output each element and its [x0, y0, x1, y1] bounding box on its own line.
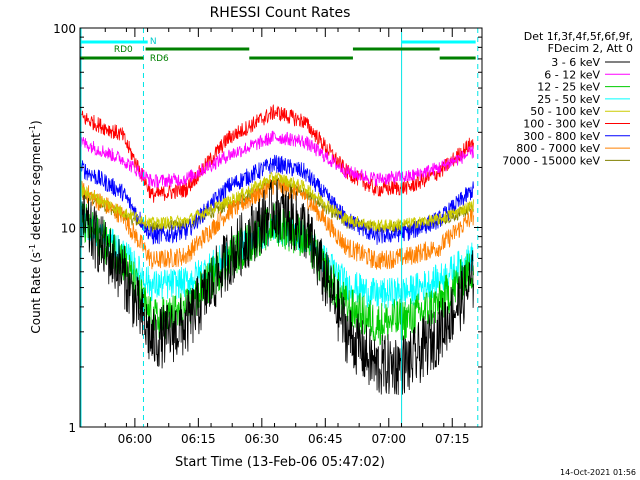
legend-label-12-25-kev: 12 - 25 keV: [537, 81, 600, 94]
legend-label-300-800-kev: 300 - 800 keV: [523, 130, 600, 143]
y-tick-label: 1: [68, 421, 76, 435]
legend-label-3-6-kev: 3 - 6 keV: [551, 56, 600, 69]
x-tick-label: 06:30: [245, 432, 280, 446]
x-axis-label: Start Time (13-Feb-06 05:47:02): [175, 455, 385, 470]
x-tick-label: 07:00: [371, 432, 406, 446]
y-tick-label: 100: [53, 22, 76, 36]
series-layer: [80, 104, 474, 395]
series-line-50-100-kev: [80, 171, 474, 232]
legend-label-25-50-kev: 25 - 50 keV: [537, 93, 600, 106]
x-tick-label: 06:45: [308, 432, 343, 446]
y-tick-label: 10: [61, 222, 76, 236]
annotation-label-n: N: [150, 37, 157, 47]
legend-label-7000-15000-kev: 7000 - 15000 keV: [502, 154, 600, 167]
x-tick-label: 06:15: [181, 432, 216, 446]
legend-label-100-300-kev: 100 - 300 keV: [523, 118, 600, 131]
legend-label-6-12-kev: 6 - 12 keV: [544, 68, 600, 81]
legend-label-50-100-kev: 50 - 100 keV: [530, 105, 600, 118]
generated-timestamp: 14-Oct-2021 01:56: [560, 468, 636, 477]
y-axis-label-main: Count Rate (s: [29, 252, 43, 334]
legend-header-decimation: FDecim 2, Att 0: [548, 42, 633, 55]
series-line-300-800-kev: [80, 154, 474, 245]
annotation-label-rd0: RD0: [114, 45, 133, 55]
y-axis-label-middle: detector segment: [29, 133, 43, 244]
x-axis: 06:00 06:15 06:30 06:45 07:00 07:15: [104, 28, 470, 446]
legend-label-800-7000-kev: 800 - 7000 keV: [516, 142, 600, 155]
x-tick-label: 06:00: [118, 432, 153, 446]
legend: Det 1f,3f,4f,5f,6f,9f, FDecim 2, Att 0 3…: [502, 30, 633, 167]
series-line-3-6-kev: [80, 179, 474, 395]
series-line-6-12-kev: [80, 130, 474, 189]
annotation-label-rd6: RD6: [150, 54, 169, 64]
x-tick-label: 07:15: [435, 432, 470, 446]
chart-title: RHESSI Count Rates: [210, 5, 351, 21]
y-axis-label-superscript-1: -1: [28, 244, 37, 252]
y-axis-label: Count Rate (s-1 detector segment-1): [28, 120, 43, 333]
series-line-100-300-kev: [80, 104, 474, 203]
y-axis: 1 10 100: [53, 22, 482, 435]
legend-header-detectors: Det 1f,3f,4f,5f,6f,9f,: [524, 30, 633, 43]
y-axis-label-superscript-2: -1: [28, 125, 37, 133]
y-axis-label-end: ): [29, 120, 43, 125]
